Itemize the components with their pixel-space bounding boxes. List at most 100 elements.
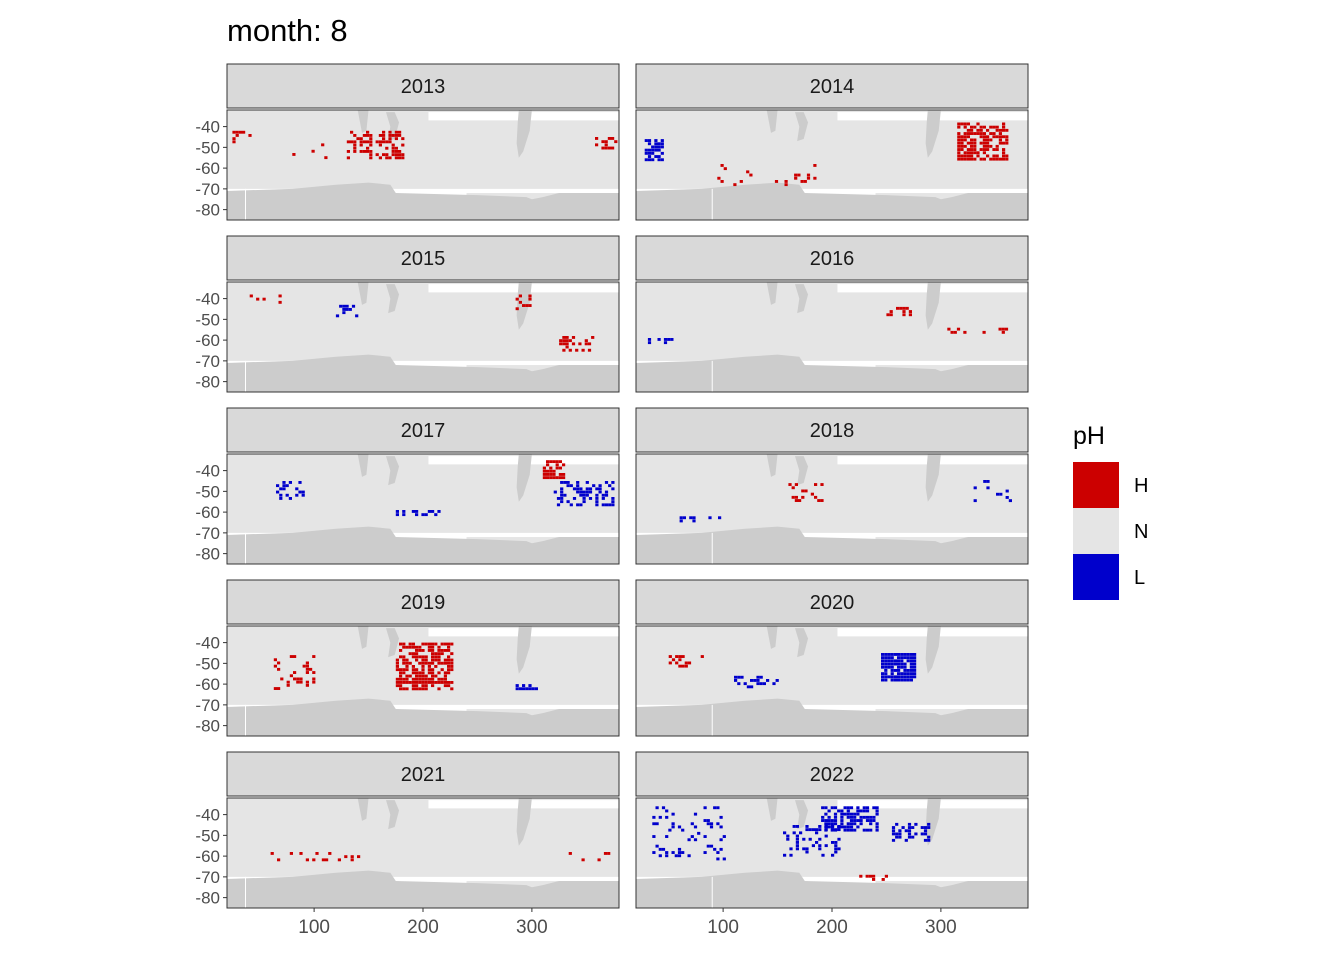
anomaly-cell (827, 819, 831, 822)
anomaly-cell (794, 483, 798, 486)
x-tick-label: 100 (707, 917, 739, 938)
anomaly-cell (647, 158, 652, 162)
anomaly-cell (986, 154, 990, 158)
anomaly-cell (346, 156, 350, 160)
anomaly-cell (986, 128, 990, 132)
anomaly-cell (986, 144, 990, 148)
anomaly-cell (898, 829, 902, 833)
anomaly-cell (604, 481, 609, 484)
anomaly-cell (818, 825, 822, 828)
new-zealand-land (794, 456, 809, 486)
anomaly-cell (890, 672, 894, 676)
anomaly-cell (309, 667, 313, 671)
anomaly-cell (875, 812, 879, 816)
anomaly-cell (657, 142, 661, 146)
anomaly-cell (411, 681, 415, 684)
anomaly-cell (278, 294, 282, 298)
anomaly-cell (350, 858, 354, 862)
anomaly-cell (957, 151, 961, 155)
anomaly-cell (282, 487, 286, 491)
anomaly-cell (418, 649, 422, 652)
anomaly-cell (884, 656, 888, 660)
anomaly-cell (976, 151, 980, 155)
anomaly-cell (995, 157, 999, 161)
anomaly-cell (678, 658, 682, 662)
anomaly-cell (989, 138, 993, 142)
anomaly-cell (795, 825, 799, 828)
anomaly-cell (601, 140, 605, 144)
y-tick-label: -40 (195, 290, 220, 309)
y-tick-label: -50 (195, 654, 220, 673)
anomaly-cell (884, 675, 888, 679)
facet-panel: 2017 -40-50 -60 -70 -80 (195, 407, 620, 565)
anomaly-cell (353, 146, 357, 150)
anomaly-cell (834, 847, 838, 851)
anomaly-cell (900, 665, 904, 669)
anomaly-cell (608, 484, 612, 488)
anomaly-cell (542, 469, 546, 473)
anomaly-cell (405, 658, 409, 662)
anomaly-cell (903, 675, 907, 679)
anomaly-cell (399, 674, 403, 678)
anomaly-cell (920, 832, 924, 836)
facet-panel: 2013 -40-50 -60 -70 -80 (195, 63, 620, 221)
anomaly-cell (657, 155, 661, 158)
anomaly-cell (815, 831, 819, 835)
anomaly-cell (957, 154, 961, 158)
anomaly-cell (900, 675, 904, 679)
anomaly-cell (421, 668, 425, 672)
anomaly-cell (277, 667, 281, 671)
anomaly-cell (611, 500, 615, 504)
anomaly-cell (927, 838, 931, 842)
anomaly-cell (869, 822, 873, 826)
anomaly-cell (556, 503, 561, 507)
anomaly-cell (795, 847, 799, 851)
facet-panels: 2013-40-50-60-70-8020142015-40-50-60-70-… (195, 63, 1029, 909)
facet-strip-label: 2018 (810, 420, 855, 442)
anomaly-cell (913, 656, 917, 660)
anomaly-cell (963, 132, 967, 135)
no-data-band (636, 188, 1028, 194)
anomaly-cell (849, 825, 854, 829)
anomaly-cell (276, 490, 280, 494)
anomaly-cell (834, 841, 838, 844)
anomaly-cell (312, 858, 316, 862)
anomaly-cell (652, 822, 656, 826)
anomaly-cluster-H (232, 130, 252, 144)
anomaly-cell (824, 822, 828, 826)
anomaly-cell (437, 652, 441, 656)
anomaly-cell (408, 681, 412, 684)
anomaly-cell (388, 137, 392, 141)
anomaly-cell (830, 819, 834, 822)
south-america-land (925, 454, 941, 502)
anomaly-cell (534, 687, 538, 691)
y-tick-label: -40 (195, 634, 220, 653)
anomaly-cell (415, 681, 419, 684)
anomaly-cell (295, 493, 299, 497)
anomaly-cell (299, 852, 303, 855)
anomaly-cell (973, 125, 977, 129)
anomaly-cell (382, 130, 386, 134)
anomaly-cell (960, 138, 964, 142)
anomaly-cell (957, 141, 961, 145)
anomaly-cell (722, 835, 726, 838)
south-america-land (516, 454, 532, 502)
anomaly-cell (597, 858, 601, 862)
anomaly-cell (279, 497, 283, 500)
anomaly-cell (692, 516, 696, 520)
anomaly-cell (424, 677, 428, 681)
anomaly-cell (531, 687, 535, 691)
anomaly-cell (815, 828, 819, 832)
anomaly-cell (366, 134, 370, 137)
anomaly-cell (415, 674, 419, 678)
anomaly-cell (285, 484, 289, 488)
anomaly-cell (604, 493, 609, 497)
anomaly-cell (960, 157, 964, 161)
anomaly-cell (411, 665, 415, 668)
anomaly-cell (900, 678, 904, 682)
anomaly-cell (399, 649, 403, 652)
anomaly-cell (427, 661, 431, 665)
anomaly-cell (886, 313, 890, 317)
anomaly-cell (378, 143, 382, 147)
anomaly-cell (756, 682, 760, 686)
